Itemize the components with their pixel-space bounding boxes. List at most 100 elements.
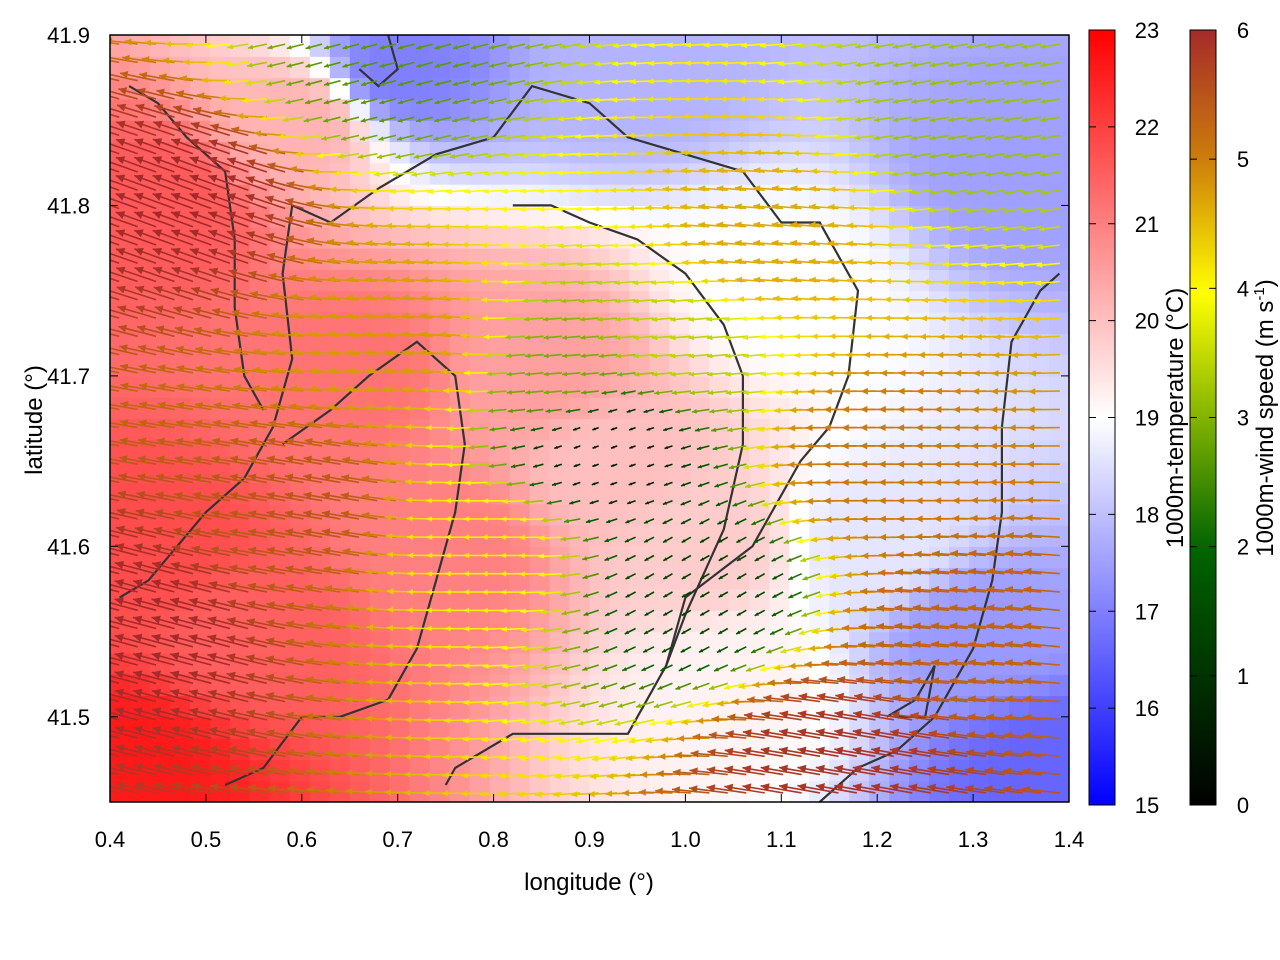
wind-arrow (110, 259, 120, 265)
heatmap-cell (929, 184, 950, 206)
colorbar-tick-label: 20 (1135, 309, 1159, 334)
heatmap-cell (989, 674, 1010, 697)
colorbar-tick-label: 22 (1135, 115, 1159, 140)
heatmap-cell (889, 141, 910, 164)
wind-arrow (110, 461, 120, 465)
heatmap-cell (869, 439, 890, 462)
wind-arrow (152, 744, 194, 758)
heatmap-cell (969, 439, 990, 462)
heatmap-cell (429, 290, 451, 313)
heatmap-cell (509, 290, 531, 313)
heatmap-cell (569, 525, 591, 547)
heatmap-cell (869, 397, 890, 420)
wind-arrow (141, 56, 175, 64)
wind-arrow (153, 782, 194, 794)
heatmap-cell (529, 588, 551, 611)
colorbar-tick-label: 23 (1135, 18, 1159, 43)
heatmap-cell (789, 248, 810, 270)
heatmap-cell (249, 631, 271, 654)
wind-arrow (135, 508, 175, 520)
heatmap-cell (549, 567, 571, 590)
heatmap-cell (429, 780, 451, 802)
heatmap-cell (629, 418, 651, 441)
heatmap-cell (709, 333, 730, 356)
wind-arrow (110, 425, 120, 429)
heatmap-cell (110, 375, 131, 398)
heatmap-cell (749, 525, 770, 547)
heatmap-cell (429, 652, 451, 675)
wind-arrow (110, 661, 120, 666)
wind-arrow (134, 120, 175, 137)
heatmap-cell (429, 738, 451, 760)
heatmap-cell (569, 439, 591, 462)
heatmap-cell (429, 461, 451, 483)
heatmap-cell (589, 375, 611, 398)
wind-arrow (110, 529, 138, 538)
wind-arrow (157, 401, 194, 411)
heatmap-cell (629, 312, 651, 334)
heatmap-cell (689, 610, 710, 633)
heatmap-cell (909, 375, 930, 398)
heatmap-cell (889, 120, 910, 143)
heatmap-cell (929, 269, 950, 292)
heatmap-cell (1029, 546, 1050, 569)
heatmap-cell (629, 184, 651, 206)
heatmap-cell (549, 418, 571, 441)
heatmap-cell (409, 546, 431, 569)
heatmap-cell (1009, 35, 1030, 57)
heatmap-cell (189, 35, 211, 57)
heatmap-cell (349, 120, 371, 143)
heatmap-cell (469, 56, 491, 79)
heatmap-cell (589, 418, 611, 441)
y-tick-label: 41.6 (47, 534, 90, 559)
heatmap-cell (1029, 162, 1050, 185)
heatmap-cell (130, 35, 151, 57)
heatmap-cell (409, 759, 431, 782)
heatmap-cell (449, 610, 471, 633)
heatmap-cell (549, 248, 571, 270)
heatmap-cell (349, 503, 371, 526)
wind-arrow (110, 347, 138, 356)
colorbar-tick-label: 21 (1135, 212, 1159, 237)
heatmap-cell (669, 546, 690, 569)
heatmap-cell (449, 674, 471, 697)
heatmap-cell (789, 120, 810, 143)
heatmap-cell (829, 525, 850, 547)
heatmap-cell (1049, 652, 1069, 675)
heatmap-cell (609, 482, 631, 505)
heatmap-cell (589, 525, 611, 547)
contour-line (512, 204, 744, 666)
heatmap-cell (1009, 546, 1030, 569)
heatmap-cell (1009, 375, 1030, 398)
heatmap-cell (829, 674, 850, 697)
x-tick-label: 0.7 (382, 827, 413, 852)
wind-arrow (137, 455, 175, 465)
heatmap-cell (849, 354, 870, 377)
heatmap-cell (469, 780, 491, 802)
heatmap-cell (689, 77, 710, 100)
heatmap-cell (249, 333, 271, 356)
heatmap-cell (909, 461, 930, 483)
heatmap-cell (689, 525, 710, 547)
wind-arrow (110, 131, 120, 137)
wind-arrow (110, 734, 120, 739)
heatmap-cell (409, 525, 431, 547)
heatmap-cell (609, 56, 631, 79)
heatmap-cell (749, 56, 770, 79)
heatmap-cell (289, 35, 311, 57)
heatmap-cell (150, 35, 171, 57)
heatmap-cell (489, 290, 511, 313)
heatmap-cell (1029, 418, 1050, 441)
heatmap-cell (1009, 248, 1030, 270)
heatmap-cell (669, 354, 690, 377)
wind-arrow (157, 383, 194, 392)
heatmap-cell (769, 588, 790, 611)
heatmap-cell (169, 56, 191, 79)
heatmap-cell (629, 397, 651, 420)
heatmap-cell (809, 482, 830, 505)
heatmap-cell (130, 226, 151, 249)
heatmap-cell (529, 418, 551, 441)
wind-arrow (110, 638, 138, 648)
y-tick-label: 41.8 (47, 193, 90, 218)
heatmap-cell (449, 546, 471, 569)
